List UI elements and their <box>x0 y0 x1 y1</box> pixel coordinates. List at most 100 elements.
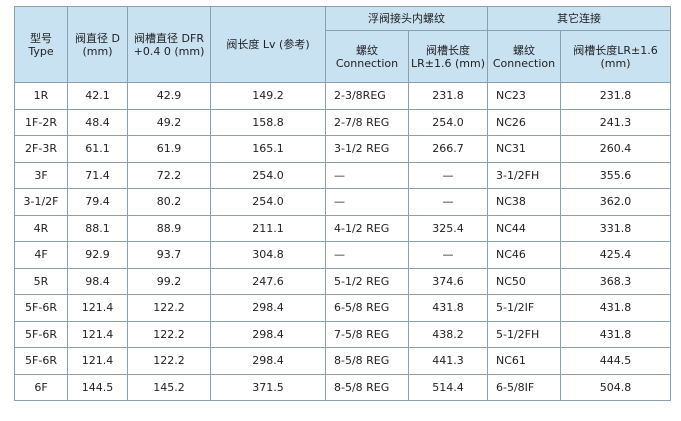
table-cell: 441.3 <box>408 347 488 375</box>
table-row: 5R 98.4 99.2 247.6 5-1/2 REG 374.6 NC50 368.3 <box>14 267 671 295</box>
table-cell: 144.5 <box>67 373 128 401</box>
table-cell: 121.4 <box>67 294 128 322</box>
table-cell: 122.2 <box>127 294 211 322</box>
table-cell: NC38 <box>487 188 561 216</box>
table-cell: NC50 <box>487 267 561 295</box>
table-cell: 304.8 <box>210 241 326 269</box>
table-cell: 121.4 <box>67 347 128 375</box>
table-cell: 5F-6R <box>14 294 68 322</box>
table-cell: 3-1/2 REG <box>325 135 409 163</box>
table-cell: 1F-2R <box>14 108 68 136</box>
table-cell: 4R <box>14 214 68 242</box>
table-cell: 121.4 <box>67 320 128 348</box>
table-cell: — <box>408 188 488 216</box>
table-row: 3-1/2F 79.4 80.2 254.0— — NC38 362.0 <box>14 188 671 216</box>
header-cell: 型号 Type <box>14 6 68 83</box>
table-cell: NC31 <box>487 135 561 163</box>
table-cell: 5-1/2FH <box>487 320 561 348</box>
header-cell: 浮阀接头内螺纹 <box>325 6 488 31</box>
table-cell: 42.9 <box>127 82 211 110</box>
header-cell: 螺纹 Connection <box>487 30 561 83</box>
table-cell: 1R <box>14 82 68 110</box>
table-cell: — <box>325 241 409 269</box>
header-cell: 阀槽长度 LR±1.6 (mm) <box>408 30 488 83</box>
table-cell: 61.1 <box>67 135 128 163</box>
table-cell: 92.9 <box>67 241 128 269</box>
table-cell: 3F <box>14 161 68 189</box>
header-cell: 阀直径 D (mm) <box>67 6 128 83</box>
table-row: 4R 88.1 88.9 211.1 4-1/2 REG 325.4 NC44 331.8 <box>14 214 671 242</box>
table-cell: 5R <box>14 267 68 295</box>
table-cell: 5F-6R <box>14 320 68 348</box>
table-cell: 88.9 <box>127 214 211 242</box>
table-cell: 504.8 <box>560 373 671 401</box>
table-cell: 2-7/8 REG <box>325 108 409 136</box>
table-cell: 48.4 <box>67 108 128 136</box>
table-cell: 298.4 <box>210 347 326 375</box>
table-cell: NC46 <box>487 241 561 269</box>
table-cell: 4-1/2 REG <box>325 214 409 242</box>
table-cell: 122.2 <box>127 320 211 348</box>
table-cell: 8-5/8 REG <box>325 373 409 401</box>
table-cell: 149.2 <box>210 82 326 110</box>
table-row: 5F-6R 121.4 122.2 298.4 6-5/8 REG 431.8 5-1/2I… <box>14 294 671 322</box>
table-cell: 362.0 <box>560 188 671 216</box>
table-cell: 71.4 <box>67 161 128 189</box>
table-cell: 331.8 <box>560 214 671 242</box>
table-cell: 145.2 <box>127 373 211 401</box>
table-cell: 374.6 <box>408 267 488 295</box>
table-cell: 5F-6R <box>14 347 68 375</box>
table-cell: 254.0 <box>408 108 488 136</box>
table-cell: 72.2 <box>127 161 211 189</box>
table-cell: 241.3 <box>560 108 671 136</box>
table-cell: 2F-3R <box>14 135 68 163</box>
table-cell: 514.4 <box>408 373 488 401</box>
spec-table: 型号 Type 阀直径 D (mm) 阀槽直径 DFR +0.4 0 (mm) … <box>14 6 671 401</box>
table-cell: NC23 <box>487 82 561 110</box>
table-cell: 7-5/8 REG <box>325 320 409 348</box>
table-row: 3F 71.4 72.2 254.0— —3-1/2FH 355.6 <box>14 161 671 189</box>
table-cell: 79.4 <box>67 188 128 216</box>
table-cell: 298.4 <box>210 320 326 348</box>
table-row: 4F 92.9 93.7 304.8— — NC46 425.4 <box>14 241 671 269</box>
table-cell: 371.5 <box>210 373 326 401</box>
table-cell: — <box>325 188 409 216</box>
table-cell: 5-1/2 REG <box>325 267 409 295</box>
table-cell: 431.8 <box>408 294 488 322</box>
table-cell: 80.2 <box>127 188 211 216</box>
table-row: 5F-6R 121.4 122.2 298.4 8-5/8 REG 441.3 NC61 44… <box>14 347 671 375</box>
table-cell: 98.4 <box>67 267 128 295</box>
header-cell: 阀长度 Lv (参考) <box>210 6 326 83</box>
table-cell: 8-5/8 REG <box>325 347 409 375</box>
table-cell: 431.8 <box>560 320 671 348</box>
table-cell: 165.1 <box>210 135 326 163</box>
table-body: 1R 42.1 42.9 149.2 2-3/8REG 231.8 NC23 231.8 1F-… <box>14 82 671 401</box>
table-cell: 260.4 <box>560 135 671 163</box>
table-cell: 61.9 <box>127 135 211 163</box>
table-cell: 247.6 <box>210 267 326 295</box>
table-cell: 211.1 <box>210 214 326 242</box>
table-cell: 254.0 <box>210 161 326 189</box>
table-cell: 6F <box>14 373 68 401</box>
table-row: 1F-2R 48.4 49.2 158.8 2-7/8 REG 254.0 NC26 241.… <box>14 108 671 136</box>
table-row: 2F-3R 61.1 61.9 165.1 3-1/2 REG 266.7 NC31 260.… <box>14 135 671 163</box>
table-cell: 231.8 <box>408 82 488 110</box>
table-cell: 444.5 <box>560 347 671 375</box>
table-cell: 266.7 <box>408 135 488 163</box>
header-cell: 阀槽长度LR±1.6 (mm) <box>560 30 671 83</box>
header-cell: 阀槽直径 DFR +0.4 0 (mm) <box>127 6 211 83</box>
table-cell: 88.1 <box>67 214 128 242</box>
header-cell: 其它连接 <box>487 6 671 31</box>
table-cell: 254.0 <box>210 188 326 216</box>
table-cell: 158.8 <box>210 108 326 136</box>
table-cell: 431.8 <box>560 294 671 322</box>
table-cell: — <box>408 241 488 269</box>
table-cell: 325.4 <box>408 214 488 242</box>
table-cell: 438.2 <box>408 320 488 348</box>
table-cell: 49.2 <box>127 108 211 136</box>
table-cell: 122.2 <box>127 347 211 375</box>
table-cell: 231.8 <box>560 82 671 110</box>
table-cell: 2-3/8REG <box>325 82 409 110</box>
table-cell: 93.7 <box>127 241 211 269</box>
